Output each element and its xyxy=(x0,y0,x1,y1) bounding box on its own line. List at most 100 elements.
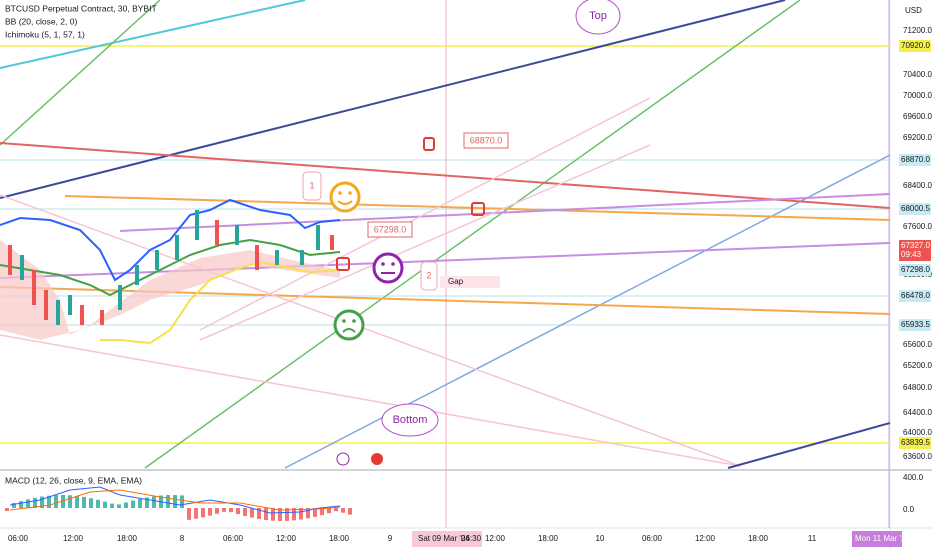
macd-bar xyxy=(173,495,177,508)
macd-line xyxy=(9,486,341,514)
price-label: 70400.0 xyxy=(903,70,932,79)
macd-axis-label: 0.0 xyxy=(903,505,915,514)
time-label: 12:00 xyxy=(695,534,716,543)
macd-bar xyxy=(47,495,51,508)
price-marker-box xyxy=(899,319,931,331)
price-label: 69600.0 xyxy=(903,112,932,121)
note-box xyxy=(302,171,322,201)
macd-axis-label: 400.0 xyxy=(903,473,924,482)
trend-line xyxy=(119,193,891,232)
macd-bar xyxy=(194,508,198,519)
macd-bar xyxy=(320,508,324,516)
symbol-title: BTCUSD Perpetual Contract, 30, BYBIT xyxy=(5,3,157,13)
macd-bar xyxy=(208,508,212,516)
trend-line xyxy=(0,194,741,467)
hand-icons xyxy=(336,137,485,271)
trend-line xyxy=(0,0,786,199)
price-note-text: 68870.0 xyxy=(470,135,503,145)
macd-bar xyxy=(103,501,107,508)
time-label: 18:00 xyxy=(329,534,350,543)
trend-line xyxy=(0,142,891,209)
price-label: 71200.0 xyxy=(903,26,932,35)
gap-text: Gap xyxy=(448,277,464,286)
end-date: Mon 11 Mar '24 xyxy=(855,534,910,543)
flag-icon xyxy=(371,453,383,465)
macd-bar xyxy=(215,508,219,514)
price-marker: 63839.5 xyxy=(901,438,930,447)
cursor-date: Sat 09 Mar '24 xyxy=(418,534,470,543)
macd-bar xyxy=(222,508,226,512)
macd-bar xyxy=(187,508,191,520)
price-note xyxy=(367,221,413,238)
macd-bar xyxy=(299,508,303,520)
macd-bar xyxy=(201,508,205,518)
time-label: 12:00 xyxy=(63,534,84,543)
macd-bar xyxy=(68,495,72,508)
time-label: 9 xyxy=(388,534,393,543)
macd-bar xyxy=(152,496,156,508)
macd-bar xyxy=(5,508,9,511)
macd-bar xyxy=(271,508,275,521)
macd-bar xyxy=(96,499,100,508)
trend-line xyxy=(0,242,891,279)
trend-line xyxy=(199,144,651,341)
end-date-box xyxy=(852,531,902,547)
time-label: 8 xyxy=(180,534,185,543)
price-label: 68400.0 xyxy=(903,181,932,190)
price-marker: 68870.0 xyxy=(901,155,930,164)
macd-bar xyxy=(334,508,338,512)
currency-label: USD xyxy=(905,6,922,15)
macd-title: MACD (12, 26, close, 9, EMA, EMA) xyxy=(5,475,142,485)
macd-bar xyxy=(243,508,247,516)
signal-line xyxy=(9,489,341,511)
macd-bar xyxy=(61,495,65,508)
macd-bar xyxy=(75,495,79,508)
price-label: 65600.0 xyxy=(903,340,932,349)
macd-bar xyxy=(313,508,317,517)
macd-bar xyxy=(124,502,128,508)
macd-bar xyxy=(19,501,23,508)
macd-bar xyxy=(292,508,296,521)
macd-bar xyxy=(12,503,16,508)
macd-bar xyxy=(33,497,37,508)
event-icon xyxy=(336,452,350,466)
macd-bar xyxy=(236,508,240,515)
note-text: 2 xyxy=(426,270,431,280)
macd-bar xyxy=(117,504,121,508)
callout-text: Bottom xyxy=(393,414,428,426)
price-marker: 67327.0 xyxy=(901,241,930,250)
emoji-neutral xyxy=(372,252,404,284)
macd-bar xyxy=(89,498,93,508)
top-callout: Top xyxy=(575,0,621,35)
time-label: 06:00 xyxy=(642,534,663,543)
indicator-label: Ichimoku (5, 1, 57, 1) xyxy=(5,29,85,39)
time-label: 12:00 xyxy=(276,534,297,543)
macd-bar xyxy=(285,508,289,521)
emoji-happy xyxy=(329,181,361,213)
price-label: 67600.0 xyxy=(903,222,932,231)
macd-bar xyxy=(327,508,331,514)
macd-bar xyxy=(341,508,345,513)
candles xyxy=(8,210,334,325)
price-label: 65200.0 xyxy=(903,361,932,370)
time-label: 18:00 xyxy=(748,534,769,543)
ichimoku-line xyxy=(100,260,341,345)
macd-bar xyxy=(257,508,261,519)
callout-text: Top xyxy=(589,10,607,22)
trend-line xyxy=(727,422,891,469)
macd-bar xyxy=(40,496,44,508)
macd-bar xyxy=(348,508,352,515)
trend-line xyxy=(0,334,741,467)
macd-histogram xyxy=(5,495,352,521)
trend-line xyxy=(199,97,651,331)
emoji-sad xyxy=(333,309,365,341)
macd-bar xyxy=(306,508,310,519)
time-label: 18:00 xyxy=(538,534,559,543)
macd-bar xyxy=(278,508,282,521)
trend-line xyxy=(64,195,891,221)
macd-bar xyxy=(264,508,268,520)
cursor-time: 06:30 xyxy=(461,534,482,543)
price-label: 64000.0 xyxy=(903,428,932,437)
